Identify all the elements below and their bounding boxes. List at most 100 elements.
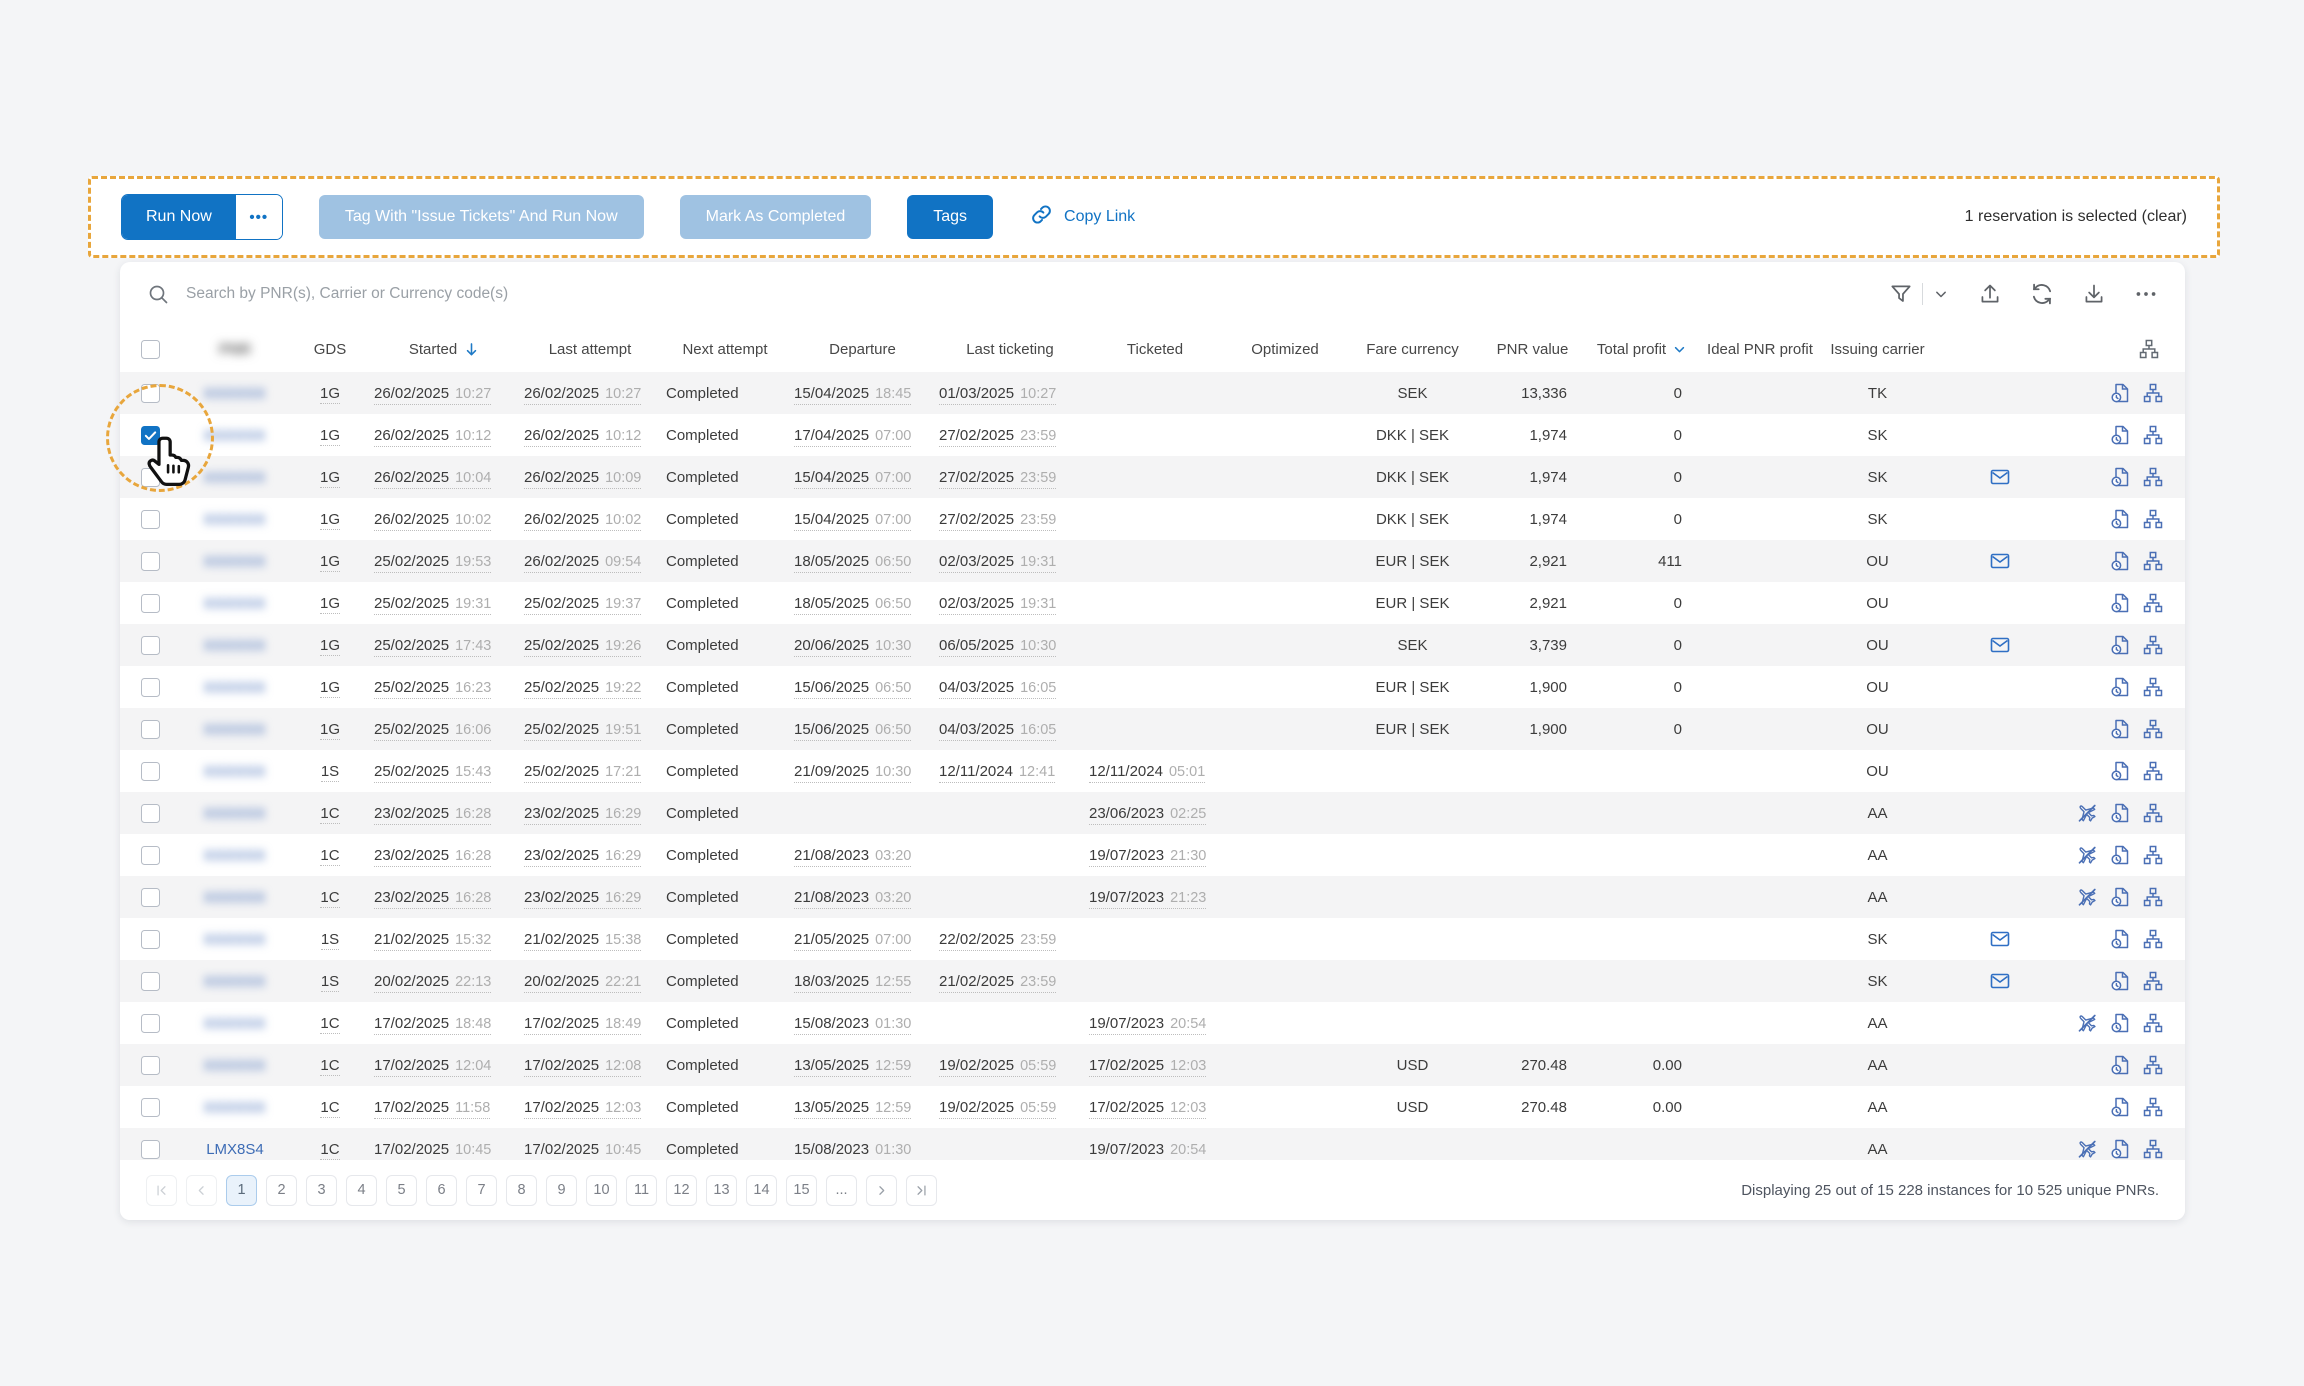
history-icon[interactable] xyxy=(2108,633,2132,657)
more-icon[interactable] xyxy=(2133,281,2159,307)
row-checkbox[interactable] xyxy=(141,804,160,823)
hierarchy-icon[interactable] xyxy=(2141,381,2165,405)
no-flight-icon[interactable] xyxy=(2075,843,2099,867)
pagination-page-11[interactable]: 11 xyxy=(626,1175,657,1206)
row-checkbox[interactable] xyxy=(141,636,160,655)
hierarchy-icon[interactable] xyxy=(2141,717,2165,741)
pagination-page-14[interactable]: 14 xyxy=(746,1175,777,1206)
tag-and-run-button[interactable]: Tag With "Issue Tickets" And Run Now xyxy=(319,195,644,239)
pagination-page-8[interactable]: 8 xyxy=(506,1175,537,1206)
pagination-page-6[interactable]: 6 xyxy=(426,1175,457,1206)
col-fare-currency[interactable]: Fare currency xyxy=(1345,326,1480,372)
hierarchy-icon[interactable] xyxy=(2141,633,2165,657)
pagination-page-2[interactable]: 2 xyxy=(266,1175,297,1206)
pagination-next-button[interactable] xyxy=(866,1175,897,1206)
hierarchy-icon[interactable] xyxy=(2141,675,2165,699)
email-icon[interactable] xyxy=(1988,969,2012,993)
row-checkbox[interactable] xyxy=(141,426,160,445)
row-checkbox[interactable] xyxy=(141,846,160,865)
col-last-ticketing[interactable]: Last ticketing xyxy=(935,326,1085,372)
col-total-profit[interactable]: Total profit xyxy=(1585,326,1700,372)
select-all-checkbox[interactable] xyxy=(141,340,160,359)
hierarchy-icon[interactable] xyxy=(2141,549,2165,573)
history-icon[interactable] xyxy=(2108,885,2132,909)
hierarchy-icon[interactable] xyxy=(2141,801,2165,825)
pagination-page-15[interactable]: 15 xyxy=(786,1175,817,1206)
pagination-page-12[interactable]: 12 xyxy=(666,1175,697,1206)
history-icon[interactable] xyxy=(2108,465,2132,489)
row-checkbox[interactable] xyxy=(141,552,160,571)
col-last-attempt[interactable]: Last attempt xyxy=(520,326,660,372)
search-input[interactable] xyxy=(184,284,1888,304)
history-icon[interactable] xyxy=(2108,1095,2132,1119)
pagination-page-3[interactable]: 3 xyxy=(306,1175,337,1206)
no-flight-icon[interactable] xyxy=(2075,1137,2099,1161)
pagination-first-button[interactable] xyxy=(146,1175,177,1206)
history-icon[interactable] xyxy=(2108,1137,2132,1161)
pagination-ellipsis[interactable]: ... xyxy=(826,1175,857,1206)
no-flight-icon[interactable] xyxy=(2075,801,2099,825)
pagination-page-10[interactable]: 10 xyxy=(586,1175,617,1206)
download-icon[interactable] xyxy=(2081,281,2107,307)
mark-as-completed-button[interactable]: Mark As Completed xyxy=(680,195,872,239)
col-optimized[interactable]: Optimized xyxy=(1225,326,1345,372)
pagination-page-1[interactable]: 1 xyxy=(226,1175,257,1206)
row-checkbox[interactable] xyxy=(141,930,160,949)
hierarchy-icon[interactable] xyxy=(2141,591,2165,615)
row-checkbox[interactable] xyxy=(141,510,160,529)
history-icon[interactable] xyxy=(2108,1053,2132,1077)
pagination-last-button[interactable] xyxy=(906,1175,937,1206)
hierarchy-icon[interactable] xyxy=(2141,1137,2165,1161)
hierarchy-icon[interactable] xyxy=(2141,1095,2165,1119)
pagination-page-13[interactable]: 13 xyxy=(706,1175,737,1206)
run-now-button[interactable]: Run Now xyxy=(122,195,236,239)
col-next-attempt[interactable]: Next attempt xyxy=(660,326,790,372)
hierarchy-icon[interactable] xyxy=(2141,843,2165,867)
history-icon[interactable] xyxy=(2108,591,2132,615)
copy-link-button[interactable]: Copy Link xyxy=(1029,202,1135,232)
row-checkbox[interactable] xyxy=(141,720,160,739)
history-icon[interactable] xyxy=(2108,549,2132,573)
hierarchy-icon[interactable] xyxy=(2137,337,2161,361)
row-checkbox[interactable] xyxy=(141,972,160,991)
pagination-page-9[interactable]: 9 xyxy=(546,1175,577,1206)
row-checkbox[interactable] xyxy=(141,1140,160,1159)
email-icon[interactable] xyxy=(1988,633,2012,657)
col-pnr-value[interactable]: PNR value xyxy=(1480,326,1585,372)
history-icon[interactable] xyxy=(2108,717,2132,741)
history-icon[interactable] xyxy=(2108,843,2132,867)
row-checkbox[interactable] xyxy=(141,1014,160,1033)
upload-icon[interactable] xyxy=(1977,281,2003,307)
history-icon[interactable] xyxy=(2108,969,2132,993)
history-icon[interactable] xyxy=(2108,927,2132,951)
history-icon[interactable] xyxy=(2108,675,2132,699)
row-checkbox[interactable] xyxy=(141,888,160,907)
history-icon[interactable] xyxy=(2108,759,2132,783)
hierarchy-icon[interactable] xyxy=(2141,927,2165,951)
row-checkbox[interactable] xyxy=(141,594,160,613)
history-icon[interactable] xyxy=(2108,1011,2132,1035)
history-icon[interactable] xyxy=(2108,801,2132,825)
pagination-page-5[interactable]: 5 xyxy=(386,1175,417,1206)
col-gds[interactable]: GDS xyxy=(290,326,370,372)
row-checkbox[interactable] xyxy=(141,468,160,487)
pagination-page-4[interactable]: 4 xyxy=(346,1175,377,1206)
row-checkbox[interactable] xyxy=(141,762,160,781)
hierarchy-icon[interactable] xyxy=(2141,1053,2165,1077)
row-checkbox[interactable] xyxy=(141,678,160,697)
row-checkbox[interactable] xyxy=(141,1098,160,1117)
history-icon[interactable] xyxy=(2108,507,2132,531)
refresh-icon[interactable] xyxy=(2029,281,2055,307)
pagination-page-7[interactable]: 7 xyxy=(466,1175,497,1206)
col-ticketed[interactable]: Ticketed xyxy=(1085,326,1225,372)
run-now-more-button[interactable]: ••• xyxy=(236,195,282,239)
no-flight-icon[interactable] xyxy=(2075,885,2099,909)
hierarchy-icon[interactable] xyxy=(2141,969,2165,993)
hierarchy-icon[interactable] xyxy=(2141,507,2165,531)
chevron-down-icon[interactable] xyxy=(1931,284,1951,304)
hierarchy-icon[interactable] xyxy=(2141,465,2165,489)
email-icon[interactable] xyxy=(1988,465,2012,489)
row-checkbox[interactable] xyxy=(141,384,160,403)
filter-icon[interactable] xyxy=(1888,281,1914,307)
col-started[interactable]: Started xyxy=(370,326,520,372)
